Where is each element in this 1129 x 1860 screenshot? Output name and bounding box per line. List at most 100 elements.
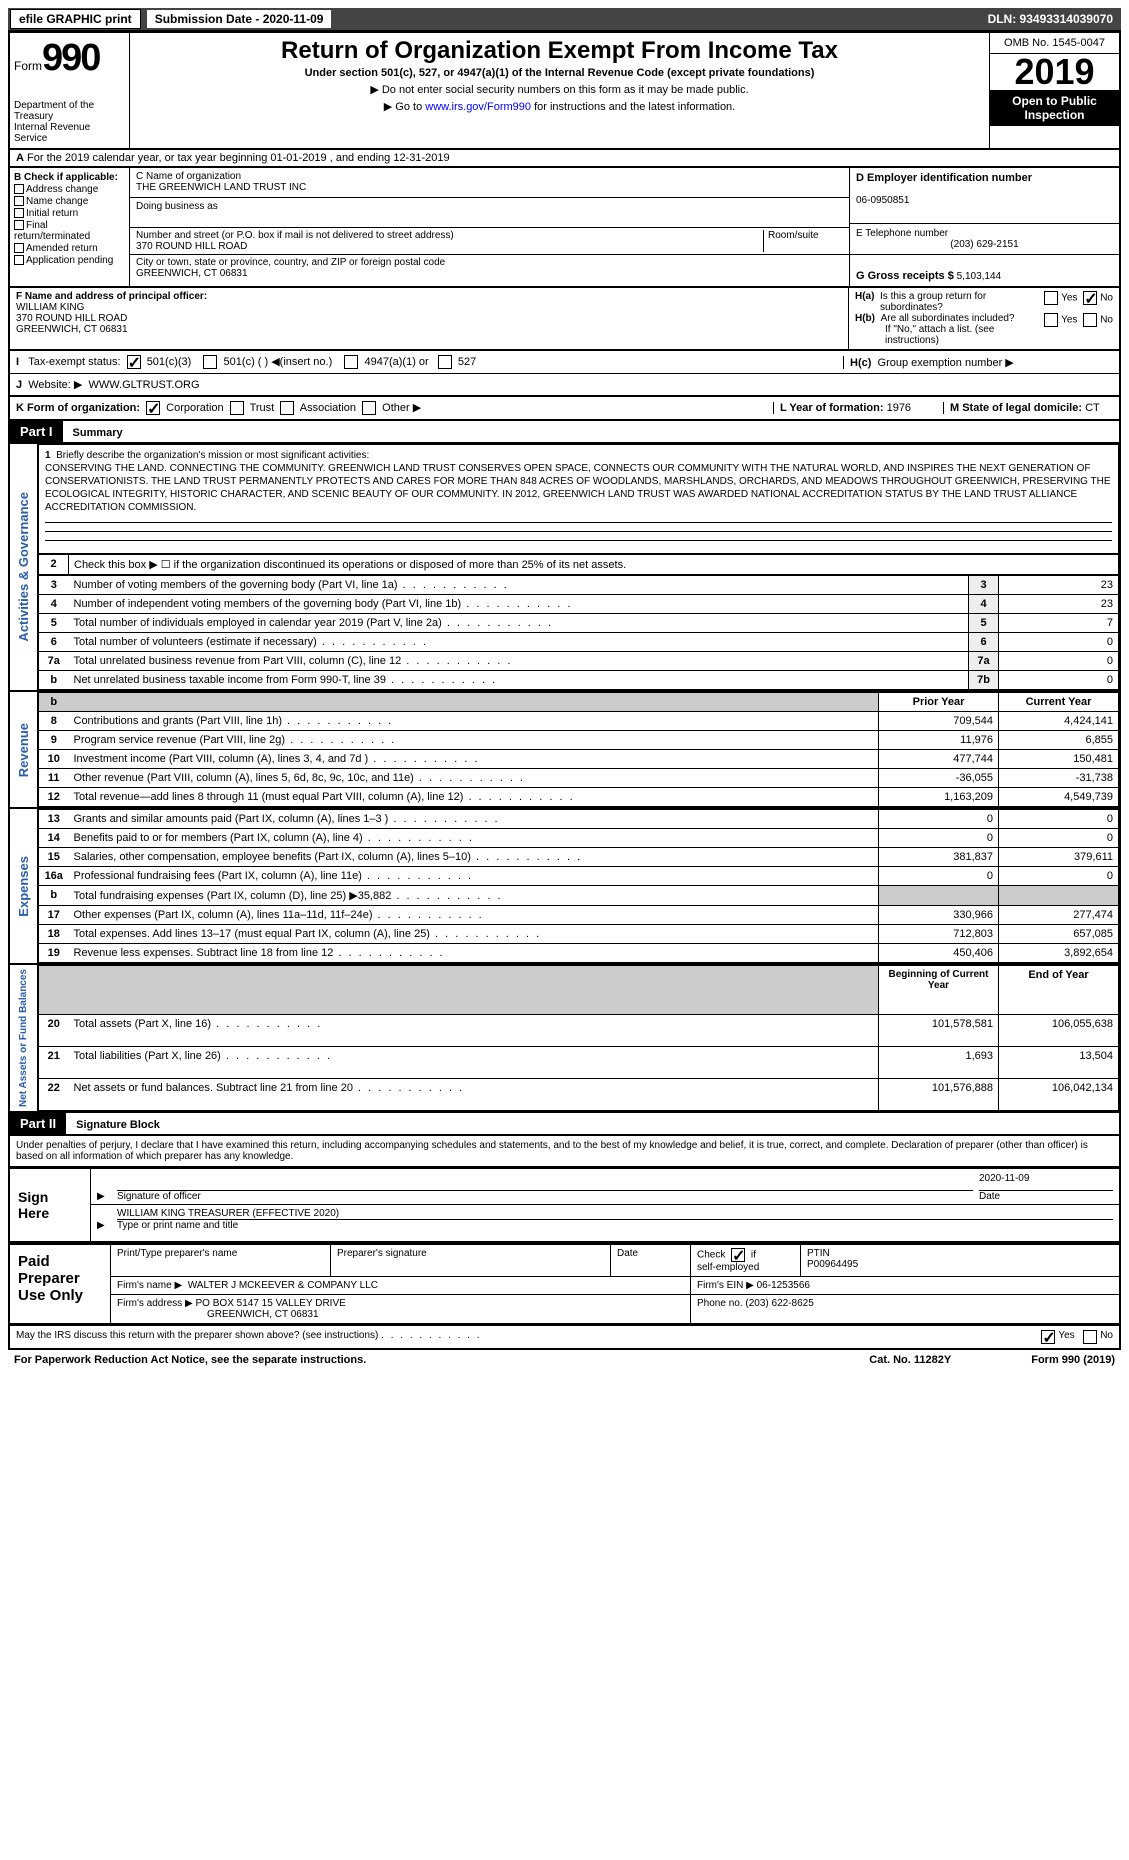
chk-501c[interactable] <box>203 355 217 369</box>
netassets-section: Net Assets or Fund Balances Beginning of… <box>8 965 1121 1113</box>
revenue-section: Revenue bPrior YearCurrent Year 8Contrib… <box>8 692 1121 809</box>
tax-year-range: A For the 2019 calendar year, or tax yea… <box>8 150 1121 168</box>
chk-application-pending[interactable]: Application pending <box>14 255 125 266</box>
hc-label: Group exemption number ▶ <box>878 357 1014 369</box>
chk-self-emp[interactable] <box>731 1248 745 1262</box>
website: WWW.GLTRUST.ORG <box>88 379 199 391</box>
vlabel-activities: Activities & Governance <box>14 488 33 646</box>
telephone: (203) 629-2151 <box>856 239 1113 250</box>
ha-yes[interactable] <box>1044 291 1058 305</box>
vlabel-expenses: Expenses <box>14 852 33 921</box>
part2-header: Part IISignature Block <box>8 1113 1121 1136</box>
chk-other[interactable] <box>362 401 376 415</box>
sig-date: 2020-11-09 <box>979 1173 1113 1191</box>
ein: 06-0950851 <box>856 195 909 206</box>
gross-receipts: 5,103,144 <box>957 271 1002 282</box>
expenses-section: Expenses 13Grants and similar amounts pa… <box>8 809 1121 965</box>
form-label: Form <box>14 59 42 73</box>
hb-label: Are all subordinates included? <box>881 313 1015 324</box>
chk-assoc[interactable] <box>280 401 294 415</box>
state-domicile: CT <box>1085 402 1100 414</box>
officer-addr: 370 ROUND HILL ROAD <box>16 313 127 324</box>
mission-text: CONSERVING THE LAND. CONNECTING THE COMM… <box>45 463 1111 513</box>
paid-preparer: Paid Preparer Use Only Print/Type prepar… <box>8 1243 1121 1325</box>
chk-527[interactable] <box>438 355 452 369</box>
dba-label: Doing business as <box>136 201 218 212</box>
hb-note: If "No," attach a list. (see instruction… <box>855 324 1113 346</box>
part1-header: Part ISummary <box>8 421 1121 444</box>
form-header: Form990 Department of the Treasury Inter… <box>8 30 1121 150</box>
tax-year: 2019 <box>990 54 1119 90</box>
chk-initial-return[interactable]: Initial return <box>14 208 125 219</box>
line1-label: Briefly describe the organization's miss… <box>56 450 369 461</box>
discuss-yes[interactable] <box>1041 1330 1055 1344</box>
form-number: 990 <box>42 37 99 79</box>
hb-yes[interactable] <box>1044 313 1058 327</box>
perjury-statement: Under penalties of perjury, I declare th… <box>8 1136 1121 1166</box>
chk-501c3[interactable] <box>127 355 141 369</box>
printed-name: WILLIAM KING TREASURER (EFFECTIVE 2020) <box>117 1208 1113 1220</box>
entity-info: B Check if applicable: Address change Na… <box>8 168 1121 288</box>
d-label: D Employer identification number <box>856 172 1032 184</box>
hb-no[interactable] <box>1083 313 1097 327</box>
officer-city: GREENWICH, CT 06831 <box>16 324 128 335</box>
chk-trust[interactable] <box>230 401 244 415</box>
street-address: 370 ROUND HILL ROAD <box>136 241 247 252</box>
form-footer: Form 990 (2019) <box>1031 1354 1115 1366</box>
prep-name-hdr: Print/Type preparer's name <box>111 1245 331 1276</box>
dln: DLN: 93493314039070 <box>988 12 1121 26</box>
officer-name: WILLIAM KING <box>16 302 84 313</box>
open-public: Open to Public Inspection <box>990 90 1119 126</box>
top-bar: efile GRAPHIC print Submission Date - 20… <box>8 8 1121 30</box>
irs-link[interactable]: www.irs.gov/Form990 <box>425 101 531 113</box>
self-employed: Check ifself-employed <box>691 1245 801 1276</box>
vlabel-netassets: Net Assets or Fund Balances <box>16 965 31 1111</box>
year-formation: 1976 <box>887 402 911 414</box>
g-label: G Gross receipts $ <box>856 270 954 282</box>
i-label: Tax-exempt status: <box>28 356 120 368</box>
chk-corp[interactable] <box>146 401 160 415</box>
vlabel-revenue: Revenue <box>14 719 33 781</box>
dept-treasury: Department of the Treasury Internal Reve… <box>14 100 125 144</box>
firm-ein: 06-1253566 <box>757 1280 810 1291</box>
printed-label: Type or print name and title <box>117 1220 238 1231</box>
ha-no[interactable] <box>1083 291 1097 305</box>
k-label: K Form of organization: <box>16 402 140 414</box>
chk-name-change[interactable]: Name change <box>14 196 125 207</box>
chk-final-return[interactable]: Final return/terminated <box>14 220 125 242</box>
efile-button[interactable]: efile GRAPHIC print <box>10 9 141 29</box>
activities-governance: Activities & Governance 1 Briefly descri… <box>8 444 1121 692</box>
paid-label: Paid Preparer Use Only <box>10 1245 110 1323</box>
section-f-h: F Name and address of principal officer:… <box>8 288 1121 351</box>
firm-address: PO BOX 5147 15 VALLEY DRIVE <box>196 1298 346 1309</box>
firm-phone: (203) 622-8625 <box>745 1298 813 1309</box>
form-title: Return of Organization Exempt From Incom… <box>138 37 981 65</box>
cat-no: Cat. No. 11282Y <box>869 1354 951 1366</box>
sig-officer-label: Signature of officer <box>117 1191 201 1202</box>
f-label: F Name and address of principal officer: <box>16 291 207 302</box>
city-label: City or town, state or province, country… <box>136 257 445 268</box>
ptin: P00964495 <box>807 1259 858 1270</box>
section-j: J Website: ▶ WWW.GLTRUST.ORG <box>8 374 1121 397</box>
prep-date-hdr: Date <box>611 1245 691 1276</box>
c-label: C Name of organization <box>136 171 241 182</box>
chk-amended-return[interactable]: Amended return <box>14 243 125 254</box>
e-label: E Telephone number <box>856 228 948 239</box>
prep-sig-hdr: Preparer's signature <box>331 1245 611 1276</box>
section-k-l-m: K Form of organization: Corporation Trus… <box>8 397 1121 421</box>
form-subtitle: Under section 501(c), 527, or 4947(a)(1)… <box>138 67 981 79</box>
org-name: THE GREENWICH LAND TRUST INC <box>136 182 306 193</box>
discuss-row: May the IRS discuss this return with the… <box>8 1325 1121 1350</box>
room-suite: Room/suite <box>763 230 843 252</box>
chk-4947[interactable] <box>344 355 358 369</box>
line2: Check this box ▶ ☐ if the organization d… <box>69 555 1119 575</box>
addr-label: Number and street (or P.O. box if mail i… <box>136 230 454 241</box>
discuss-no[interactable] <box>1083 1330 1097 1344</box>
l-label: L Year of formation: <box>780 402 884 414</box>
j-label: Website: ▶ <box>28 378 82 391</box>
section-i-j: I Tax-exempt status: 501(c)(3) 501(c) ( … <box>8 351 1121 374</box>
paperwork-notice: For Paperwork Reduction Act Notice, see … <box>8 1350 1121 1370</box>
chk-address-change[interactable]: Address change <box>14 184 125 195</box>
firm-city: GREENWICH, CT 06831 <box>117 1309 319 1320</box>
m-label: M State of legal domicile: <box>950 402 1082 414</box>
